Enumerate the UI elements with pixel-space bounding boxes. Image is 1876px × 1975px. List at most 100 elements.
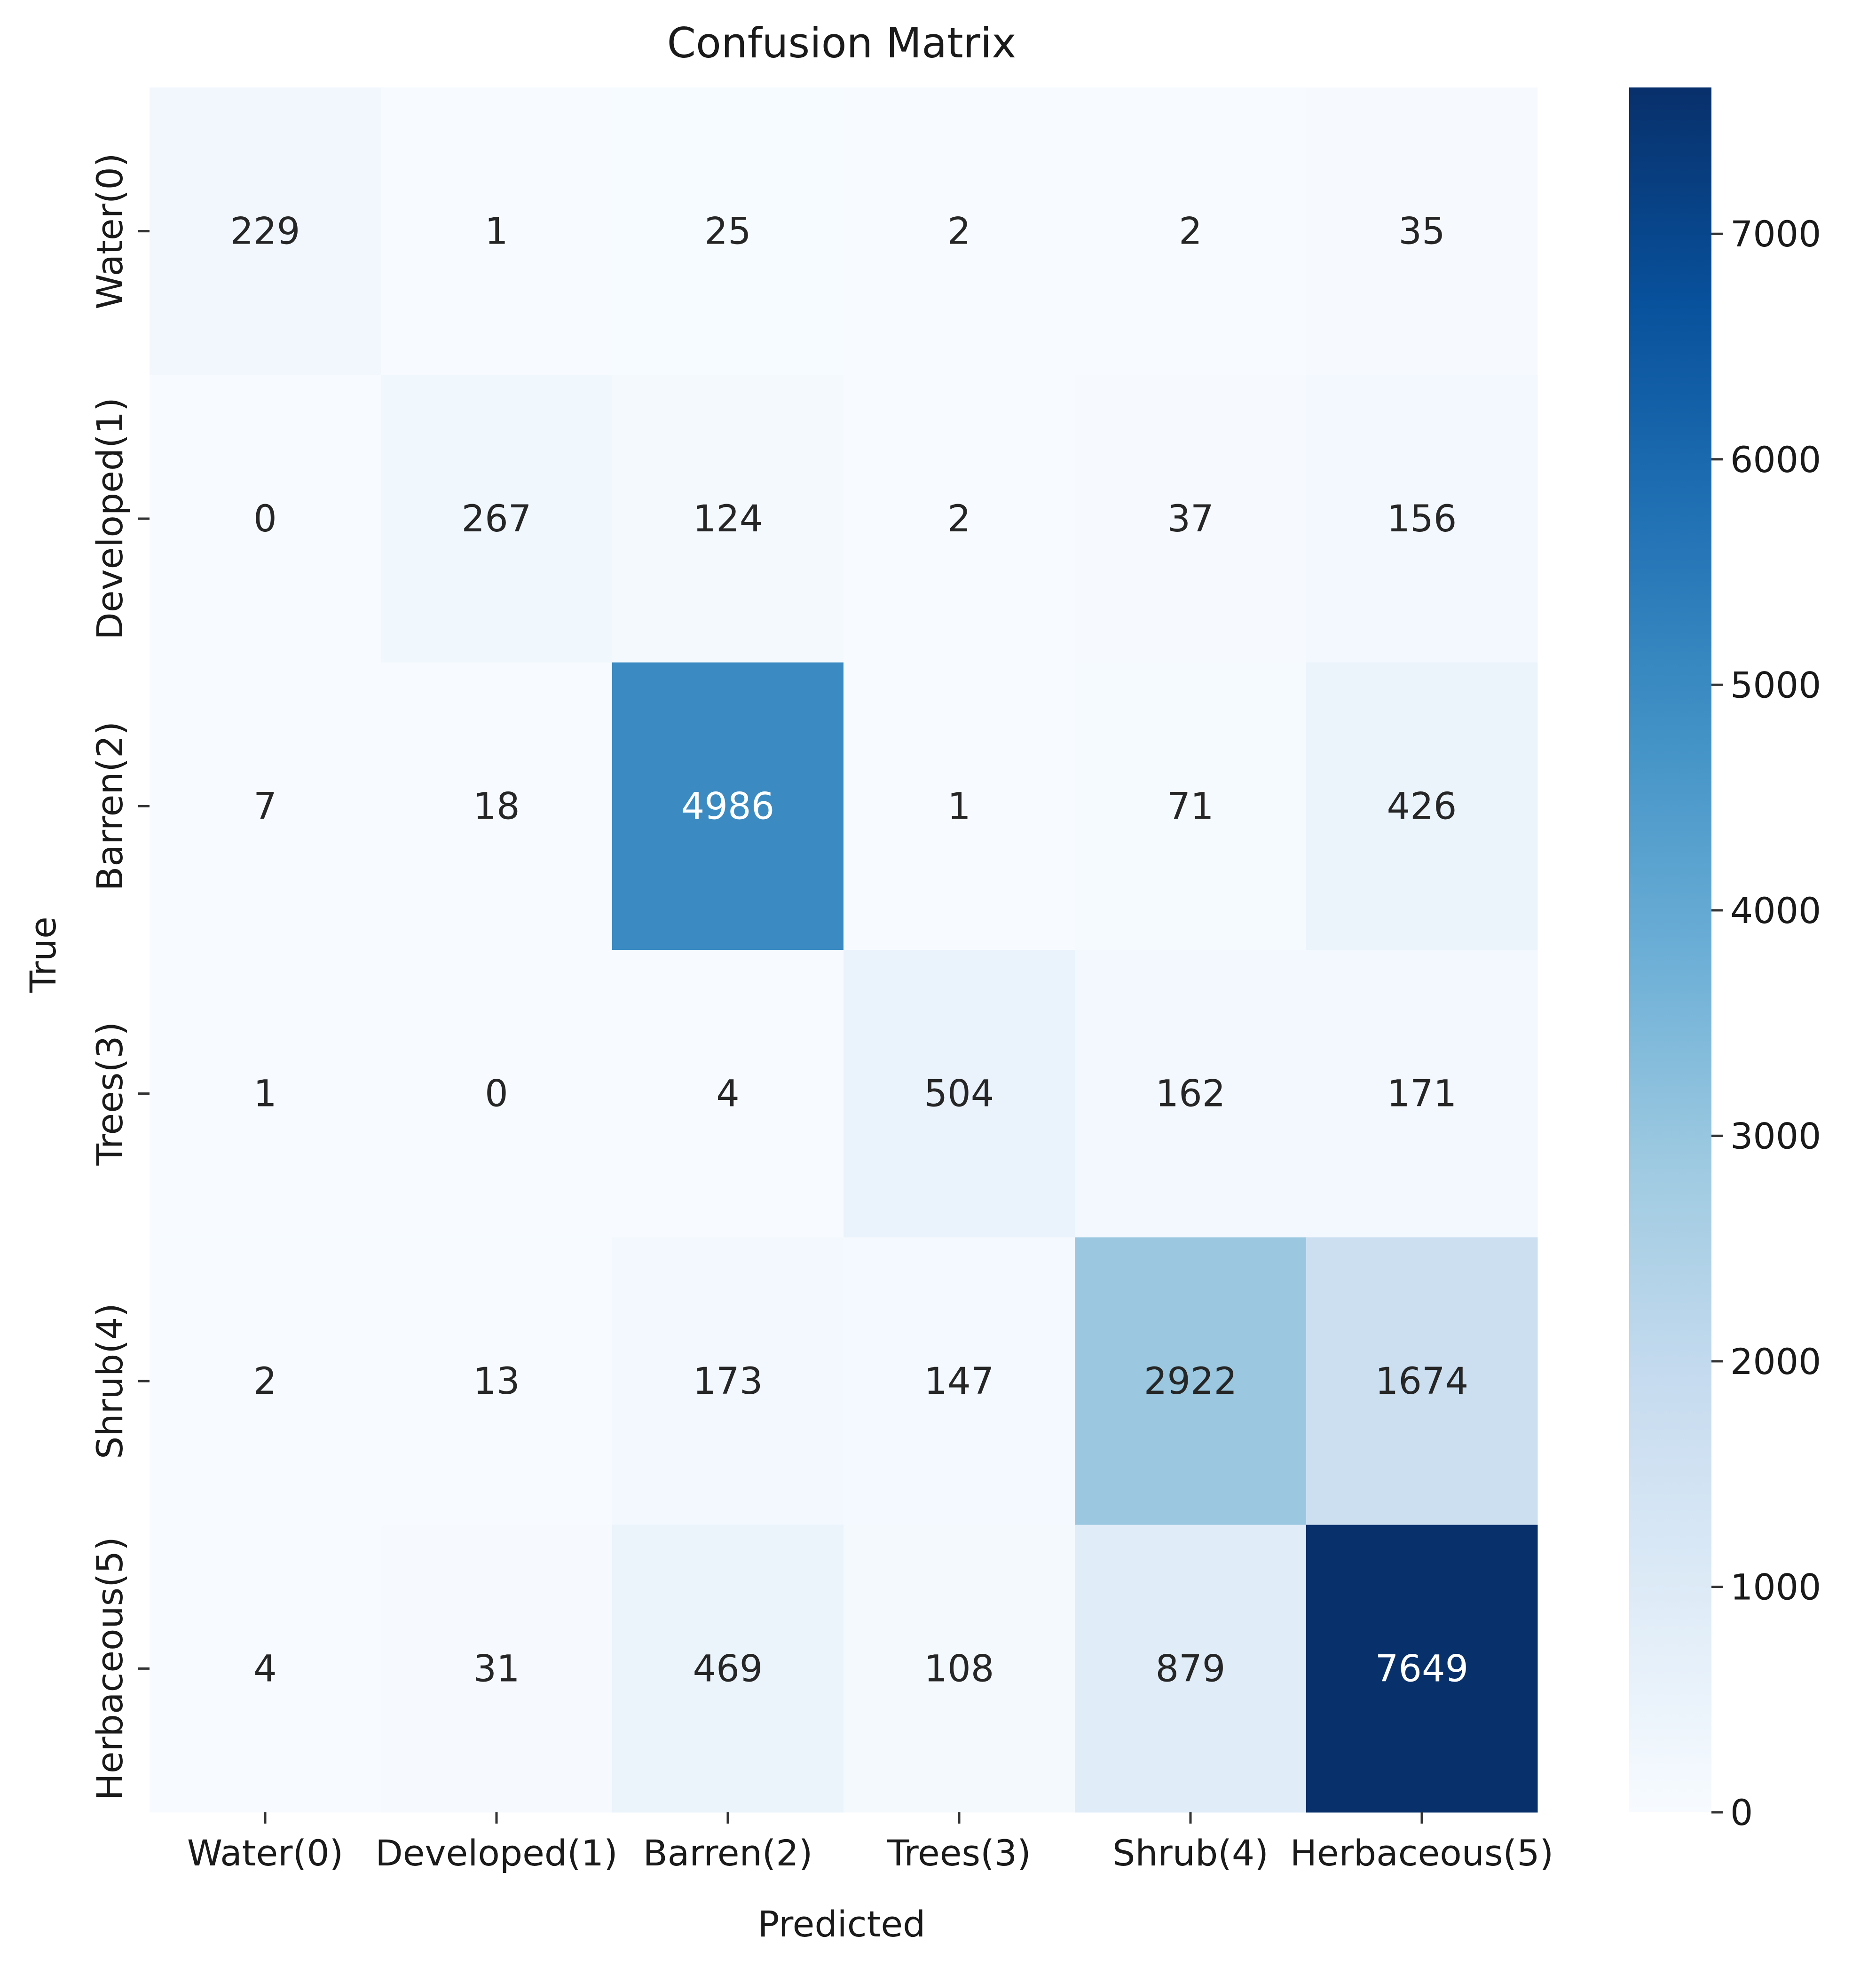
cell-value-label: 4986 xyxy=(681,785,775,828)
cell-value-label: 504 xyxy=(924,1073,994,1115)
heatmap-cell xyxy=(612,1525,844,1813)
heatmap-cell xyxy=(612,375,844,663)
y-tick-label: Water(0) xyxy=(89,153,131,309)
cell-value-label: 469 xyxy=(693,1648,763,1690)
chart-title: Confusion Matrix xyxy=(667,19,1017,67)
x-tick-label: Herbaceous(5) xyxy=(1290,1832,1553,1874)
x-tick-label: Developed(1) xyxy=(375,1832,618,1874)
heatmap-cell xyxy=(1075,87,1307,375)
heatmap-cell xyxy=(843,1237,1075,1525)
heatmap-cell xyxy=(1306,375,1538,663)
y-tick-label: Developed(1) xyxy=(89,397,131,640)
heatmap-cell xyxy=(843,662,1075,950)
cell-value-label: 2 xyxy=(1179,211,1202,253)
cell-value-label: 1 xyxy=(485,211,508,253)
cell-value-label: 7 xyxy=(253,785,277,828)
cell-value-label: 171 xyxy=(1387,1073,1457,1115)
cell-value-label: 13 xyxy=(473,1360,520,1403)
colorbar-tick-label: 6000 xyxy=(1730,439,1821,481)
cell-value-label: 35 xyxy=(1398,211,1445,253)
cell-value-label: 879 xyxy=(1156,1648,1226,1690)
heatmap-cell xyxy=(150,1237,381,1525)
heatmap-cell xyxy=(1306,662,1538,950)
heatmap-cell xyxy=(1306,1237,1538,1525)
heatmap-cell xyxy=(381,1237,613,1525)
colorbar-tick-label: 3000 xyxy=(1730,1115,1821,1157)
cell-value-label: 267 xyxy=(462,498,532,540)
heatmap-cell xyxy=(150,662,381,950)
heatmap-cell xyxy=(1075,1525,1307,1813)
heatmap-cell xyxy=(612,87,844,375)
colorbar-tick-label: 7000 xyxy=(1730,213,1821,255)
cell-value-label: 0 xyxy=(485,1073,508,1115)
heatmap-cells xyxy=(150,87,1538,1813)
cell-value-label: 2922 xyxy=(1144,1360,1238,1403)
cell-value-label: 1 xyxy=(947,785,971,828)
x-tick-label: Barren(2) xyxy=(643,1832,813,1874)
cell-value-label: 162 xyxy=(1156,1073,1226,1115)
y-axis-ticks: Water(0) Developed(1) Barren(2) Trees(3) Shr… xyxy=(89,153,150,1801)
cell-value-label: 147 xyxy=(924,1360,994,1403)
heatmap-cell xyxy=(612,950,844,1238)
heatmap-cell xyxy=(150,1525,381,1813)
cell-value-label: 2 xyxy=(947,211,971,253)
cell-value-label: 18 xyxy=(473,785,520,828)
heatmap-cell xyxy=(843,950,1075,1238)
heatmap-cell xyxy=(1075,950,1307,1238)
heatmap-cell xyxy=(381,1525,613,1813)
cell-value-label: 37 xyxy=(1167,498,1214,540)
y-axis-label: True xyxy=(22,916,64,993)
cell-value-label: 229 xyxy=(230,211,300,253)
x-axis-ticks: Water(0) Developed(1) Barren(2) Trees(3) Shr… xyxy=(187,1812,1553,1874)
heatmap-cell xyxy=(150,950,381,1238)
colorbar-tick-label: 0 xyxy=(1730,1792,1753,1833)
cell-value-label: 4 xyxy=(716,1073,740,1115)
heatmap-cell xyxy=(1075,662,1307,950)
cell-value-label: 156 xyxy=(1387,498,1457,540)
colorbar-tick-label: 5000 xyxy=(1730,664,1821,706)
cell-value-label: 31 xyxy=(473,1648,520,1690)
cell-value-label: 0 xyxy=(253,498,277,540)
heatmap-cell xyxy=(381,662,613,950)
cell-value-label: 1674 xyxy=(1375,1360,1469,1403)
cell-value-label: 25 xyxy=(704,211,751,253)
colorbar-tick-label: 1000 xyxy=(1730,1566,1821,1608)
y-tick-label: Barren(2) xyxy=(89,721,131,891)
colorbar xyxy=(1629,87,1711,1812)
heatmap-cell xyxy=(150,87,381,375)
cell-value-label: 173 xyxy=(693,1360,763,1403)
x-axis-label: Predicted xyxy=(758,1903,926,1945)
heatmap-cell xyxy=(612,1237,844,1525)
cell-value-label: 108 xyxy=(924,1648,994,1690)
heatmap-cell xyxy=(1306,950,1538,1238)
y-tick-label: Trees(3) xyxy=(89,1022,131,1166)
cell-value-label: 7649 xyxy=(1375,1648,1469,1690)
cell-value-label: 1 xyxy=(253,1073,277,1115)
y-tick-label: Shrub(4) xyxy=(89,1303,131,1459)
heatmap-cell xyxy=(843,375,1075,663)
cell-value-label: 2 xyxy=(253,1360,277,1403)
cell-value-label: 2 xyxy=(947,498,971,540)
heatmap-cell xyxy=(381,375,613,663)
heatmap-cell xyxy=(1306,87,1538,375)
x-tick-label: Trees(3) xyxy=(887,1832,1031,1874)
heatmap-cell xyxy=(843,1525,1075,1813)
heatmap-cell xyxy=(381,87,613,375)
x-tick-label: Shrub(4) xyxy=(1112,1832,1269,1874)
cell-value-label: 124 xyxy=(693,498,763,540)
colorbar-ticks: 0 1000 2000 3000 4000 5000 6000 7000 xyxy=(1711,213,1821,1833)
heatmap-cell xyxy=(612,662,844,950)
heatmap-cell xyxy=(1306,1525,1538,1813)
heatmap-cell xyxy=(1075,375,1307,663)
x-tick-label: Water(0) xyxy=(187,1832,343,1874)
heatmap-cell xyxy=(843,87,1075,375)
cell-value-label: 4 xyxy=(253,1648,277,1690)
colorbar-tick-label: 2000 xyxy=(1730,1341,1821,1382)
cell-value-label: 426 xyxy=(1387,785,1457,828)
y-tick-label: Herbaceous(5) xyxy=(89,1537,131,1800)
heatmap-cell xyxy=(150,375,381,663)
cell-value-label: 71 xyxy=(1167,785,1214,828)
